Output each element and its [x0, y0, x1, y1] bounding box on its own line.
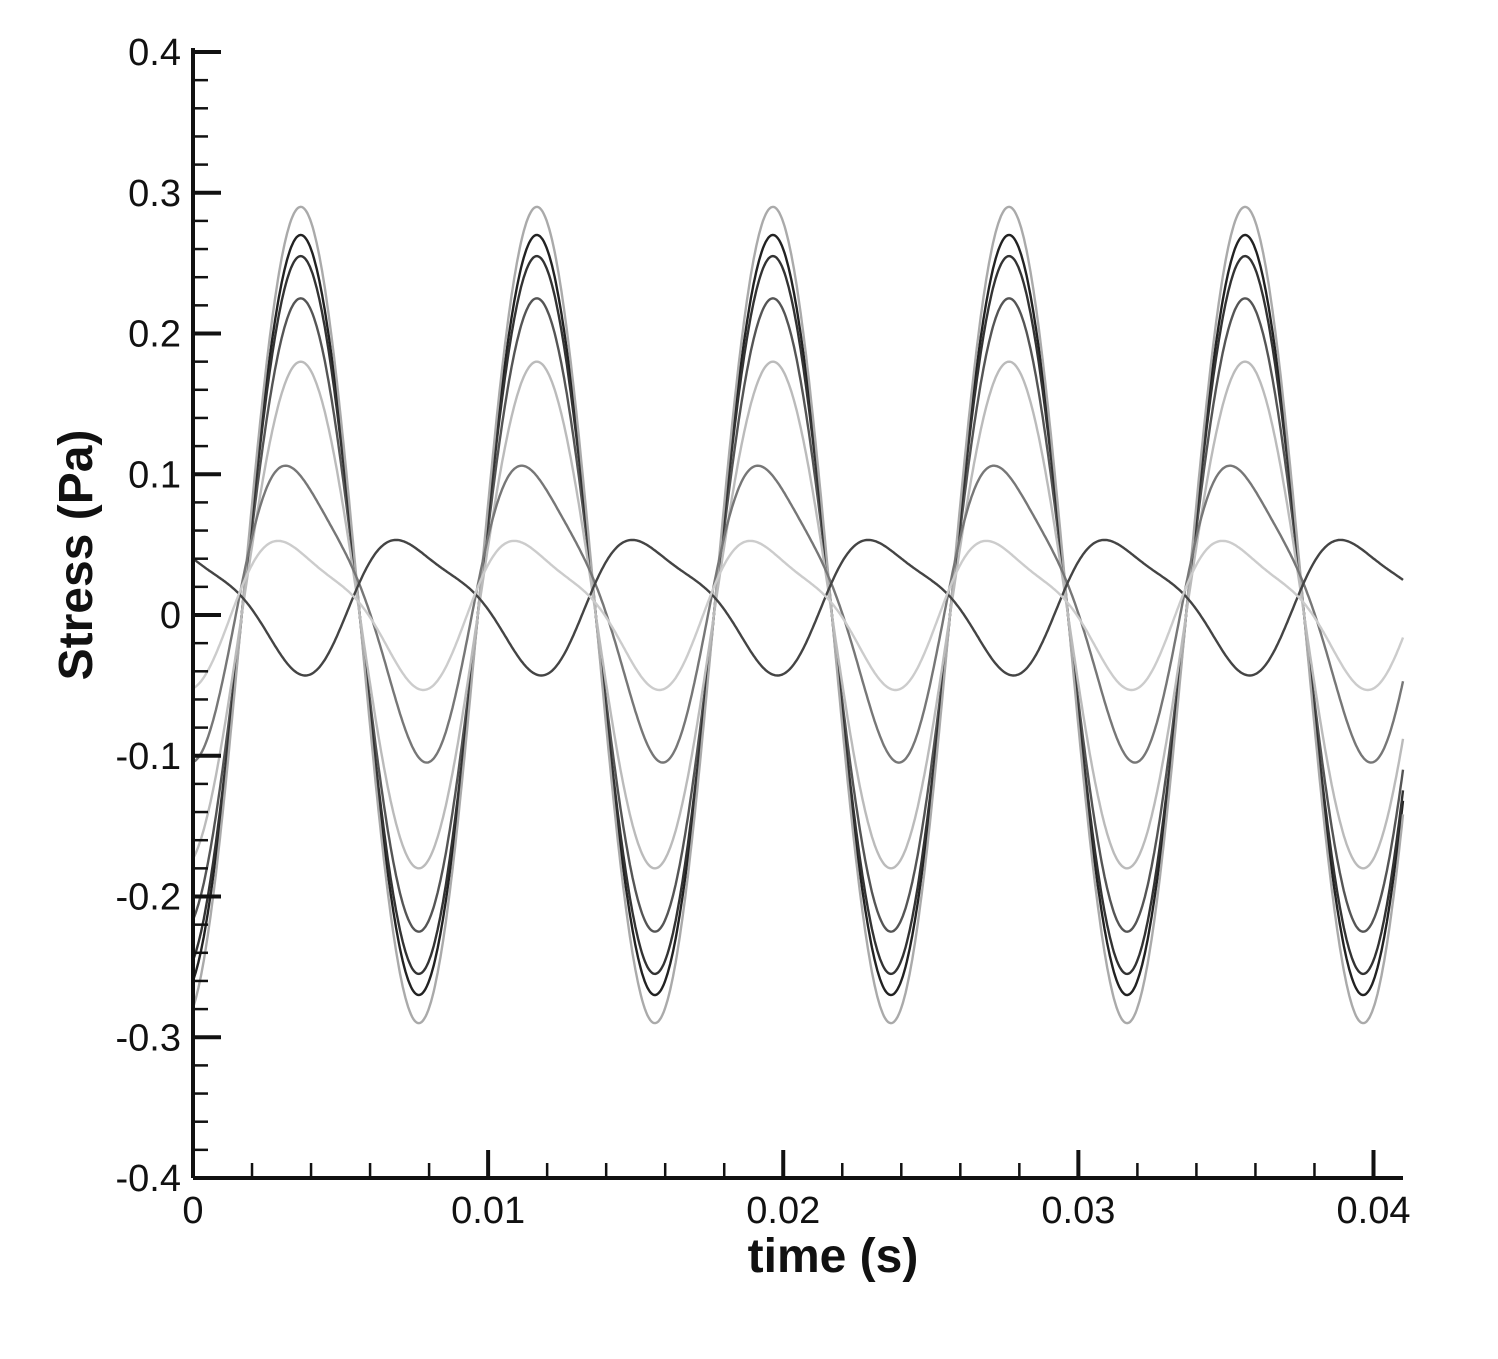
y-tick-label: 0.4	[128, 32, 181, 74]
series-line-2	[191, 297, 1405, 933]
y-tick-label: 0	[160, 595, 181, 637]
series-line-5	[191, 360, 1405, 870]
x-tick-label: 0.03	[1041, 1190, 1115, 1232]
y-tick-label: -0.4	[116, 1158, 181, 1200]
y-tick-label: -0.3	[116, 1017, 181, 1059]
x-tick-label: 0.04	[1337, 1190, 1411, 1232]
y-tick-label: 0.2	[128, 314, 181, 356]
x-axis-title: time (s)	[748, 1230, 919, 1283]
y-axis-title: Stress (Pa)	[50, 430, 103, 681]
series-line-8	[192, 539, 1405, 692]
y-tick-label: -0.2	[116, 877, 181, 919]
series-line-4	[191, 205, 1405, 1025]
series-line-7	[192, 538, 1404, 677]
series-line-3	[191, 254, 1405, 976]
x-tick-label: 0.02	[746, 1190, 820, 1232]
y-tick-label: 0.1	[128, 454, 181, 496]
series-line-1	[191, 233, 1405, 997]
axes-layer	[191, 48, 1403, 1180]
y-tick-label: 0.3	[128, 173, 181, 215]
series-line-6	[192, 464, 1405, 764]
y-tick-label: -0.1	[116, 736, 181, 778]
x-tick-label: 0.01	[451, 1190, 525, 1232]
tick-layer: 0.40.30.20.10-0.1-0.2-0.3-0.40 0.01 0.02 0.…	[116, 32, 1411, 1232]
series-layer	[191, 205, 1405, 1025]
x-tick-label: 0	[182, 1190, 203, 1232]
